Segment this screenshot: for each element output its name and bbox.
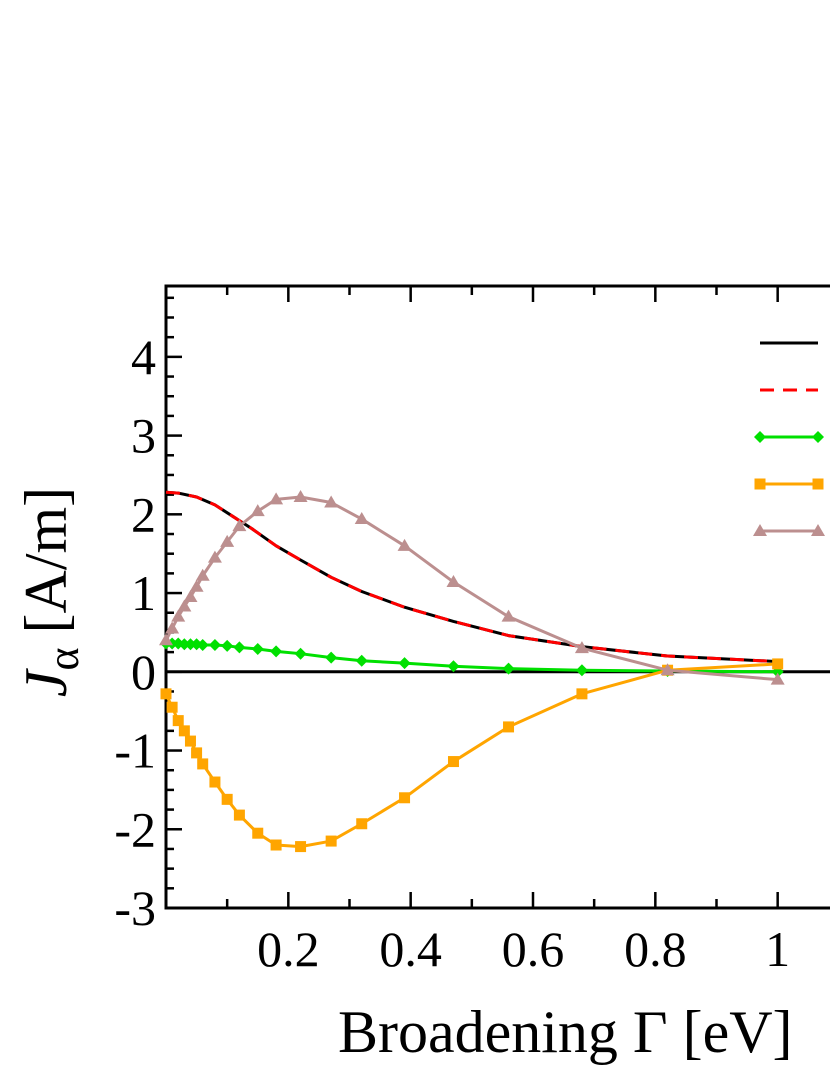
data-point-green-diamonds	[270, 645, 283, 658]
plot-frame	[164, 284, 830, 910]
y-axis-ticks: 4 3 2 1 0 -1 -2 -3	[114, 296, 182, 936]
x-tick-label: 0.2	[257, 921, 320, 977]
y-tick-label: -2	[114, 801, 156, 857]
legend-marker-orange-squares	[812, 478, 824, 490]
data-point-brown-triangles	[269, 492, 284, 505]
data-point-orange-squares	[178, 725, 190, 737]
data-point-brown-triangles	[324, 495, 339, 508]
data-point-brown-triangles	[177, 599, 192, 612]
x-tick-label: 0.4	[379, 921, 442, 977]
y-axis-title-subscript: α	[39, 647, 88, 670]
data-point-orange-squares	[270, 839, 282, 851]
data-point-brown-triangles	[293, 490, 308, 503]
series-layer	[159, 490, 785, 853]
data-point-orange-squares	[447, 756, 459, 768]
data-point-orange-squares	[209, 776, 221, 788]
svg-text:Jα[A/m]: Jα [A/m]	[13, 487, 88, 697]
legend-marker-brown-triangles	[811, 524, 825, 536]
data-point-green-diamonds	[233, 641, 246, 654]
data-point-orange-squares	[184, 735, 196, 747]
legend-marker-green-diamonds	[812, 431, 824, 443]
data-point-brown-triangles	[165, 621, 180, 634]
data-point-orange-squares	[503, 721, 515, 733]
data-point-orange-squares	[197, 758, 209, 770]
x-tick-label: 0.6	[502, 921, 565, 977]
series-line-orange-squares	[164, 662, 778, 849]
y-tick-label: 1	[131, 565, 156, 621]
y-axis-title-symbol: J	[13, 668, 79, 697]
data-point-brown-triangles	[171, 609, 186, 622]
series-total-dashed	[165, 490, 778, 664]
legend-marker-brown-triangles	[753, 524, 767, 536]
legend-marker-orange-squares	[754, 478, 766, 490]
data-point-orange-squares	[356, 818, 368, 830]
y-tick-label: -1	[114, 723, 156, 779]
data-point-green-diamonds	[294, 647, 307, 660]
x-tick-label: 1	[765, 921, 790, 977]
data-point-orange-squares	[325, 835, 337, 847]
data-point-orange-squares	[221, 793, 233, 805]
data-point-green-diamonds	[196, 639, 209, 652]
data-point-orange-squares	[160, 688, 172, 700]
data-point-green-diamonds	[208, 639, 221, 652]
data-point-orange-squares	[233, 809, 245, 821]
data-point-orange-squares	[191, 747, 203, 759]
data-point-brown-triangles	[354, 512, 369, 525]
data-point-brown-triangles	[446, 575, 461, 588]
x-tick-label: 0.8	[624, 921, 687, 977]
data-point-brown-triangles	[207, 550, 222, 563]
data-point-green-diamonds	[178, 638, 191, 651]
y-tick-label: 3	[131, 408, 156, 464]
data-point-orange-squares	[172, 715, 184, 727]
data-point-brown-triangles	[220, 534, 235, 547]
series-line-total-dashed	[165, 490, 778, 664]
x-axis-ticks: 0.2 0.4 0.6 0.8 1	[225, 286, 790, 977]
plot-area-border	[164, 284, 830, 910]
y-axis-title-unit: [A/m]	[13, 487, 79, 634]
data-point-green-diamonds	[502, 662, 515, 675]
series-orange-squares	[160, 658, 784, 853]
data-point-brown-triangles	[159, 633, 173, 646]
legend-marker-green-diamonds	[754, 431, 766, 443]
legend	[753, 341, 825, 536]
y-tick-label: 2	[131, 486, 156, 542]
data-point-orange-squares	[295, 841, 307, 853]
data-point-green-diamonds	[355, 654, 368, 667]
y-tick-label: 0	[131, 644, 156, 700]
data-point-brown-triangles	[397, 538, 412, 551]
y-tick-label: -3	[114, 880, 156, 936]
data-point-orange-squares	[252, 827, 264, 839]
data-point-orange-squares	[576, 688, 588, 700]
data-point-green-diamonds	[251, 642, 264, 655]
data-point-orange-squares	[399, 792, 411, 804]
data-point-brown-triangles	[501, 609, 516, 622]
data-point-brown-triangles	[195, 568, 210, 581]
data-point-brown-triangles	[232, 519, 247, 532]
data-point-brown-triangles	[250, 504, 265, 517]
data-point-green-diamonds	[325, 651, 338, 664]
data-point-brown-triangles	[770, 672, 785, 685]
data-point-brown-triangles	[574, 641, 589, 654]
data-point-brown-triangles	[183, 590, 198, 602]
data-point-green-diamonds	[184, 638, 197, 651]
data-point-brown-triangles	[189, 579, 204, 592]
series-brown-triangles	[159, 490, 785, 685]
data-point-green-diamonds	[575, 664, 588, 677]
x-axis-title: Broadening Γ [eV]	[338, 999, 793, 1065]
y-axis-title: Jα [A/m]	[13, 487, 88, 697]
series-line-total-solid	[165, 490, 778, 664]
data-point-orange-squares	[772, 658, 784, 670]
y-tick-label: 4	[131, 329, 156, 385]
series-total-solid	[165, 490, 778, 664]
data-point-green-diamonds	[398, 657, 411, 670]
data-point-orange-squares	[166, 701, 178, 713]
data-point-green-diamonds	[447, 660, 460, 673]
data-point-green-diamonds	[221, 639, 234, 652]
data-point-brown-triangles	[660, 663, 675, 676]
